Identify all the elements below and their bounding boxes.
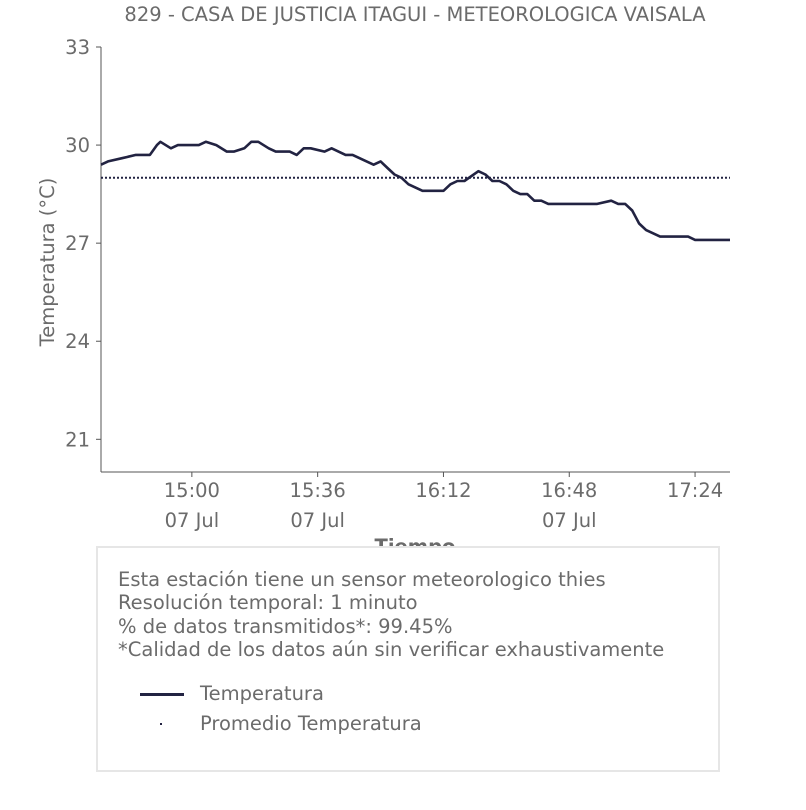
info-box: Esta estación tiene un sensor meteorolog… [96,546,720,772]
info-line-quality-note: *Calidad de los datos aún sin verificar … [118,637,665,661]
legend-dot-swatch [160,723,162,725]
x-tick-date-label: 07 Jul [542,509,597,532]
x-tick-date-label: 07 Jul [165,509,220,532]
series-layer [100,140,730,242]
y-tick-label: 21 [65,428,90,451]
x-tick-label: 16:48 [541,479,597,502]
x-tick-date-label: 07 Jul [290,509,345,532]
x-tick-label: 17:24 [667,479,723,502]
y-ticks: 21 24 27 30 33 [65,36,101,451]
x-ticks: 15:00 07 Jul 15:36 07 Jul 16:12 16:48 07 Jul 17… [164,472,723,532]
legend-line-swatch [140,693,184,696]
chart-title: 829 - CASA DE JUSTICIA ITAGUI - METEOROL… [124,3,706,26]
legend-label-promedio: Promedio Temperatura [200,712,422,735]
x-tick-label: 15:00 [164,479,220,502]
y-tick-label: 27 [65,232,90,255]
x-tick-label: 15:36 [290,479,346,502]
info-text: Esta estación tiene un sensor meteorolog… [118,568,664,661]
y-tick-label: 30 [65,134,90,157]
y-tick-label: 24 [65,330,90,353]
x-tick-label: 16:12 [415,479,471,502]
info-line-resolution: Resolución temporal: 1 minuto [118,591,418,615]
series-line-temperatura [100,140,730,242]
y-axis-label: Temperatura (°C) [36,178,59,348]
info-line-transmitted: % de datos transmitidos*: 99.45% [118,614,453,638]
info-line-sensor: Esta estación tiene un sensor meteorolog… [118,568,606,591]
legend-label-temperatura: Temperatura [200,682,324,705]
y-tick-label: 33 [65,36,90,59]
